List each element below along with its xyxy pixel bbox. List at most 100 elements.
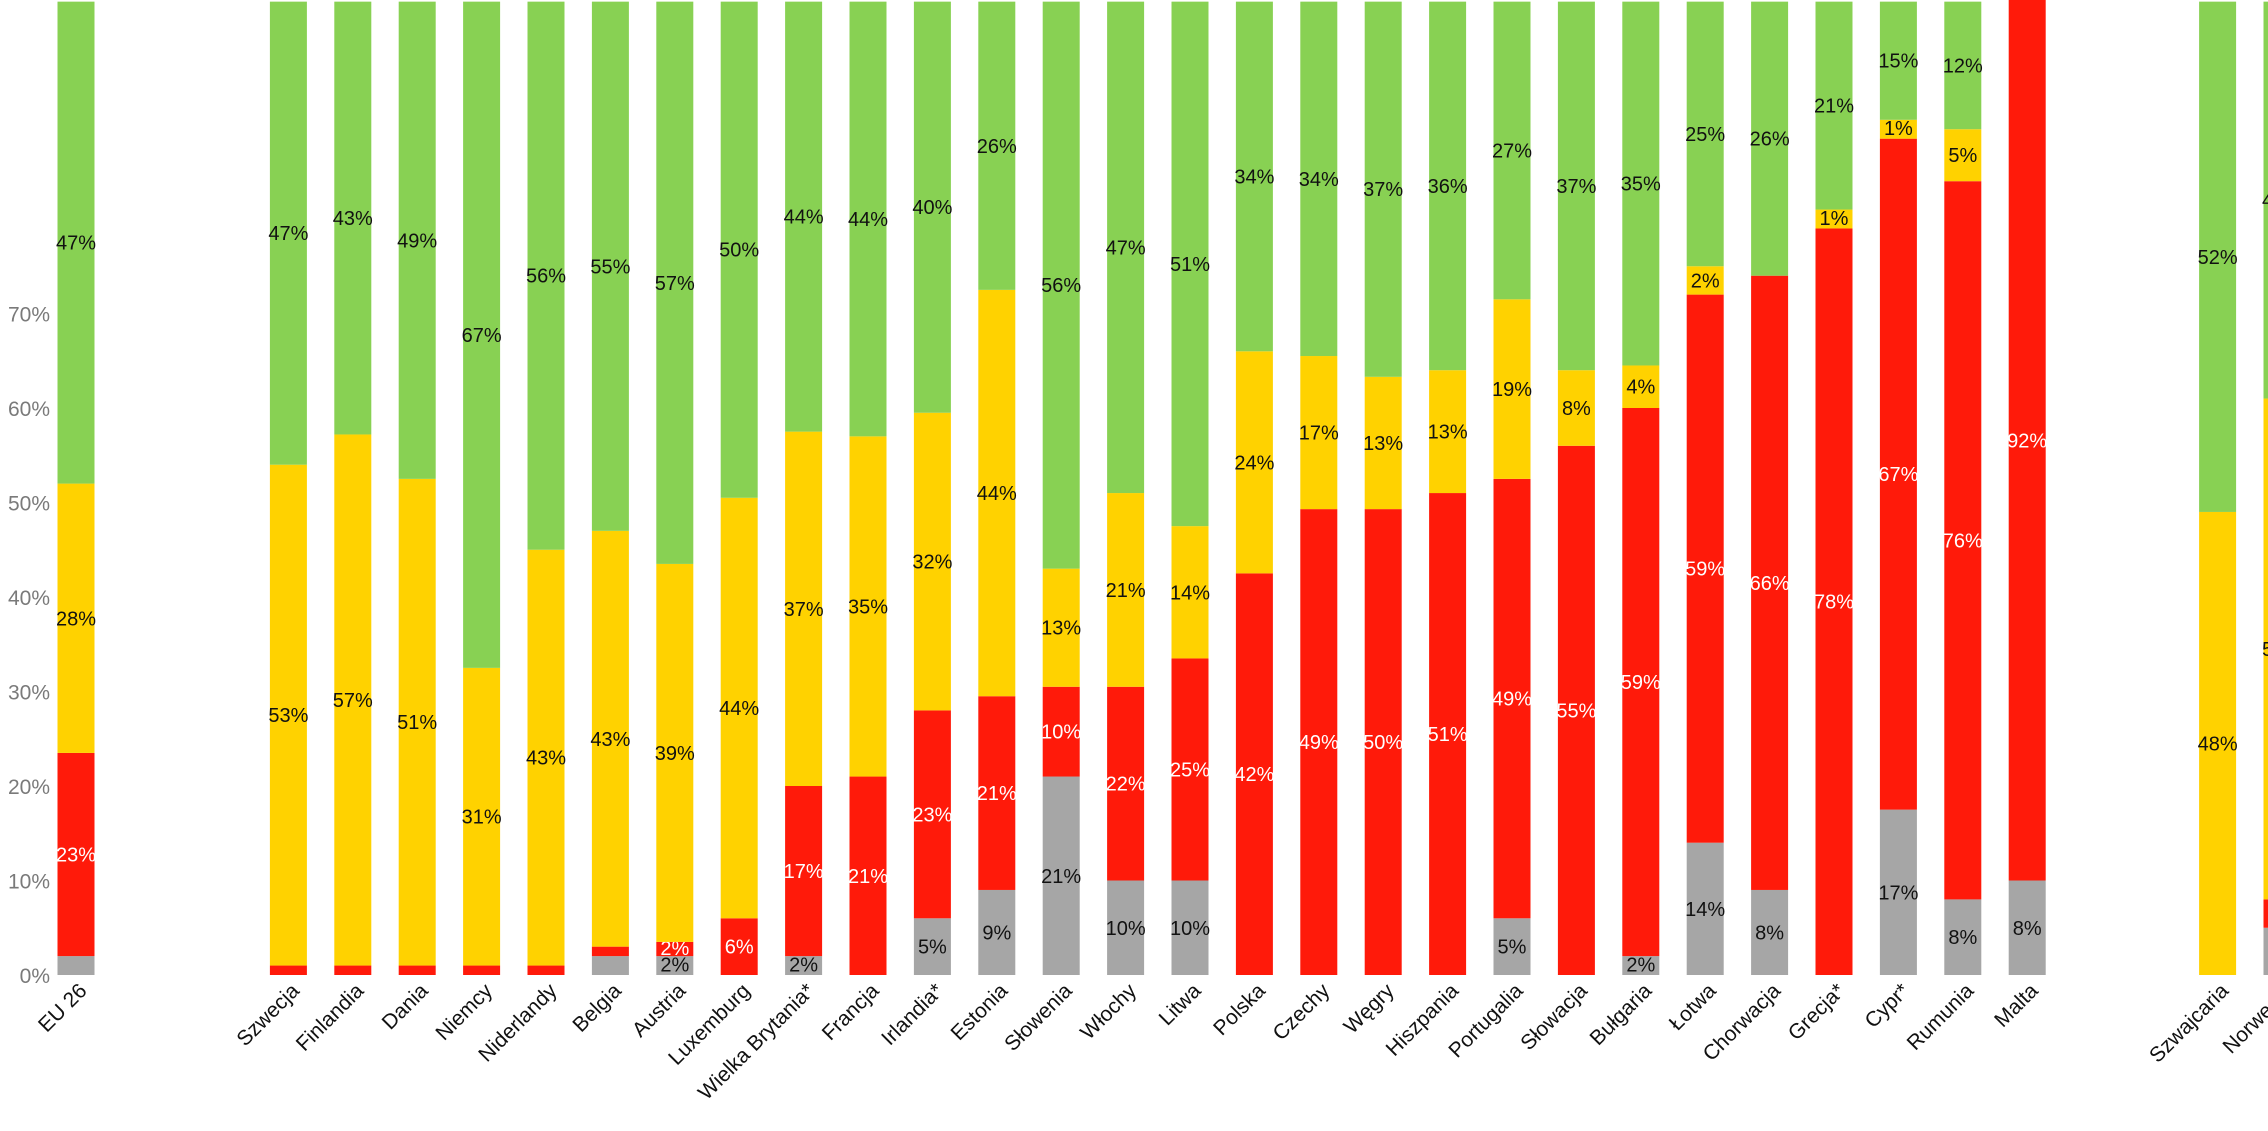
data-label: 78%	[1814, 592, 1854, 614]
category-label: Bułgaria	[1586, 979, 1657, 1050]
bar-segment-green	[334, 1, 372, 435]
bar-segment-green	[1815, 1, 1853, 210]
data-label: 57%	[333, 690, 373, 712]
data-label: 2%	[660, 955, 689, 977]
data-label: 56%	[1041, 275, 1081, 297]
category-label: Francja	[818, 979, 884, 1045]
bar-stack: 17% 67% 1% 15%	[1878, 1, 1919, 975]
bar-segment-yellow	[2199, 511, 2237, 975]
bar-stack: 9% 21% 44% 26%	[977, 1, 1017, 975]
bar-stack: 48% 52%	[2198, 1, 2238, 975]
bar-segment-grey	[57, 956, 95, 975]
data-label: 34%	[1234, 166, 1274, 188]
bar-segment-yellow	[1879, 119, 1917, 139]
bar-segment-grey	[1171, 880, 1209, 975]
data-label: 39%	[655, 743, 695, 765]
bar-segment-red	[720, 918, 758, 975]
data-label: 34%	[1299, 169, 1339, 191]
data-label: 2%	[1626, 955, 1655, 977]
data-label: 49%	[1299, 732, 1339, 754]
data-label: 36%	[1428, 176, 1468, 198]
bar-stack: 23% 28% 47%	[56, 1, 96, 975]
bar-segment-green	[849, 1, 887, 437]
bar-segment-grey	[978, 889, 1016, 975]
category-label: Finlandia	[292, 979, 369, 1056]
category-label: Słowacja	[1516, 979, 1592, 1055]
data-label: 27%	[1492, 140, 1532, 162]
data-label: 10%	[1041, 722, 1081, 744]
bar-segment-red	[2008, 0, 2046, 881]
bar-segment-red	[785, 786, 823, 957]
data-label: 67%	[462, 325, 502, 347]
bar-segment-grey	[2263, 927, 2268, 975]
bar-segment-yellow	[2263, 398, 2268, 900]
data-label: 43%	[526, 748, 566, 770]
data-label: 1%	[1820, 208, 1849, 230]
bar-segment-yellow	[1429, 370, 1467, 494]
bar-stack: 5% 23% 32% 40%	[912, 1, 953, 975]
y-axis: 0% 10% 20% 30% 40% 50% 60% 70%	[8, 304, 50, 989]
bar-segment-yellow	[1171, 526, 1209, 659]
bar-stack: 2%2% 39% 57%	[655, 1, 695, 977]
data-label: 43%	[590, 729, 630, 751]
bar-segment-green	[785, 1, 823, 432]
data-label: 49%	[397, 230, 437, 252]
bar-segment-green	[1557, 1, 1595, 371]
bar-segment-green	[591, 1, 629, 531]
bar-stack: 8% 76% 5% 12%	[1943, 1, 1983, 975]
bar-stack: 21% 35% 44%	[848, 1, 888, 975]
bar-segment-red	[1944, 181, 1982, 900]
data-label: 6%	[725, 937, 754, 959]
bar-segment-grey	[1622, 956, 1660, 975]
bar-stack: 57% 43%	[333, 1, 373, 975]
category-label: Szwajcaria	[2145, 979, 2233, 1067]
data-label: 23%	[912, 804, 952, 826]
bar-segment-red	[1235, 573, 1273, 975]
bar-segment-red	[1429, 493, 1467, 975]
bar-stack: 8% 66% 26%	[1750, 1, 1790, 975]
data-label: 25%	[1170, 759, 1210, 781]
bar-stack: 51% 13% 36%	[1428, 1, 1468, 975]
data-label: 50%	[1363, 732, 1403, 754]
bar-segment-yellow	[57, 483, 95, 753]
bar-stack: 43% 55%	[590, 1, 631, 975]
data-label: 21%	[1041, 866, 1081, 888]
bar-segment-grey	[785, 956, 823, 975]
bar-segment-yellow	[1042, 568, 1080, 687]
bar-stack: 53% 47%	[268, 1, 309, 975]
data-label: 49%	[1492, 689, 1532, 711]
bar-segment-green	[1686, 1, 1724, 267]
bar-stack: 43% 56%	[526, 1, 566, 975]
data-label: 55%	[590, 256, 630, 278]
category-label: Węgry	[1340, 979, 1400, 1039]
bar-stack: 21% 10% 13% 56%	[1041, 1, 1081, 975]
data-label: 17%	[784, 861, 824, 883]
bar-stack: 78% 1% 21%	[1814, 1, 1854, 975]
y-tick-label: 20%	[8, 776, 50, 799]
bar-segment-grey	[1042, 776, 1080, 975]
data-label: 47%	[1106, 237, 1146, 259]
data-label: 19%	[1492, 379, 1532, 401]
bar-segment-yellow	[1815, 209, 1853, 229]
data-label: 13%	[1428, 422, 1468, 444]
data-label: 8%	[1562, 398, 1591, 420]
data-label: 37%	[1556, 176, 1596, 198]
data-label: 14%	[1685, 899, 1725, 921]
bar-segment-red	[57, 752, 95, 957]
bar-stack: 2% 59% 4% 35%	[1621, 1, 1661, 977]
bar-segment-red	[1751, 275, 1789, 890]
data-label: 17%	[1878, 882, 1918, 904]
bar-segment-yellow	[849, 436, 887, 777]
data-label: 5%	[1498, 937, 1527, 959]
data-label: 21%	[1106, 580, 1146, 602]
bar-segment-yellow	[398, 478, 436, 966]
category-label: Rumunia	[1903, 979, 1979, 1055]
data-label: 2%	[660, 938, 689, 960]
y-tick-label: 50%	[8, 493, 50, 516]
bar-segment-red	[269, 965, 307, 975]
bar-segment-green	[1493, 1, 1531, 300]
bar-segment-green	[463, 1, 501, 668]
bar-segment-yellow	[1235, 351, 1273, 574]
data-label: 51%	[1170, 254, 1210, 276]
